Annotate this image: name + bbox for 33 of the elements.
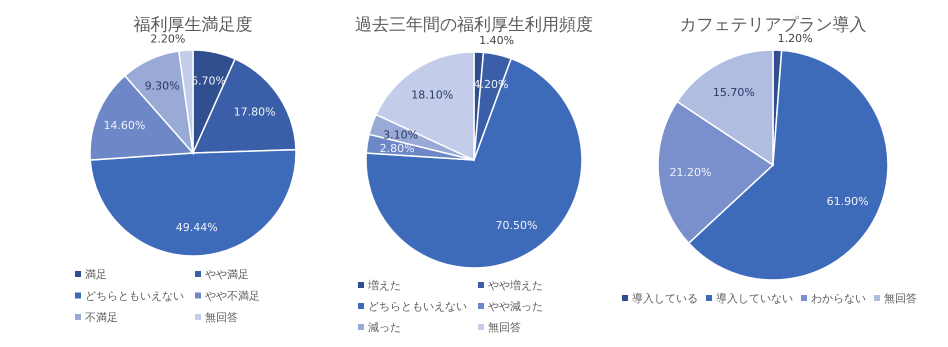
data-label: 14.60% [103, 118, 146, 132]
legend-label: 無回答 [884, 292, 917, 305]
data-label: 2.80% [380, 142, 415, 156]
data-label: 18.10% [411, 88, 454, 102]
legend-label: やや不満足 [205, 290, 260, 302]
data-label: 3.10% [383, 128, 418, 142]
data-label: 2.20% [150, 32, 186, 46]
legend-label: 増えた [367, 279, 401, 292]
legend-label: やや減った [488, 300, 543, 313]
legend-label: 無回答 [488, 321, 521, 334]
chart-title: 過去三年間の福利厚生利用頻度 [355, 15, 593, 35]
data-label: 61.90% [826, 194, 869, 208]
legend-label: 不満足 [85, 311, 118, 324]
legend-label: 満足 [85, 268, 107, 281]
data-label: 1.20% [778, 32, 813, 46]
chart-title: カフェテリアプラン導入 [680, 15, 866, 35]
legend-label: 無回答 [205, 311, 238, 324]
data-label: 1.40% [479, 34, 514, 48]
legend-label: どちらともいえない [368, 300, 467, 313]
legend-label: わからない [811, 292, 866, 305]
legend-label: どちらともいえない [85, 290, 184, 302]
data-label: 21.20% [670, 166, 712, 179]
legend-label: やや増えた [488, 279, 543, 292]
data-label: 9.30% [144, 80, 180, 93]
data-label: 49.44% [176, 221, 218, 234]
legend-label: 減った [368, 321, 401, 334]
data-label: 15.70% [712, 86, 755, 100]
data-label: 70.50% [495, 219, 538, 232]
legend-label: 導入している [632, 292, 698, 305]
chart-title: 福利厚生満足度 [134, 15, 252, 35]
legend-label: やや満足 [205, 268, 249, 281]
legend-label: 導入していない [716, 292, 793, 305]
data-label: 17.80% [234, 106, 276, 119]
